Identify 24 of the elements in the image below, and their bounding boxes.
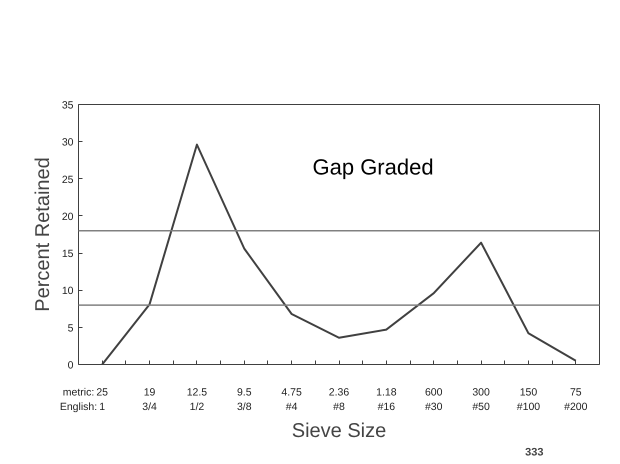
text: metric: English:	[60, 386, 98, 413]
x-tick-label: 4.75 #4	[281, 386, 302, 413]
y-tick-label: 20	[62, 210, 74, 223]
x-tick-label: 75 #200	[564, 386, 588, 413]
y-tick-label: 15	[62, 248, 74, 260]
x-tick-label: 600 #30	[424, 386, 443, 413]
x-axis-title: Sieve Size	[292, 420, 386, 442]
x-tick-label: 2.36 #8	[328, 386, 350, 413]
annotation: Gap Graded	[312, 154, 434, 180]
text: 333	[525, 446, 544, 458]
y-tick-label: 5	[68, 322, 74, 334]
x-tick-label: 1.18 #16	[376, 386, 397, 413]
y-tick-label: 25	[62, 174, 74, 186]
x-tick-label: 25 1	[96, 386, 108, 413]
x-tick-label: 12.5 1/2	[186, 386, 208, 413]
y-tick-label: 35	[62, 100, 74, 112]
x-tick-label: 19 3/4	[142, 386, 158, 413]
x-tick-label: 9.5 3/8	[236, 386, 252, 413]
x-tick-label: 300 #50	[472, 386, 490, 413]
y-tick-label: 30	[62, 136, 74, 149]
x-tick-label: 150 #100	[516, 386, 540, 413]
y-tick-label: 0	[68, 360, 74, 372]
y-axis-title: Percent Retained	[32, 157, 54, 312]
y-tick-label: 10	[62, 285, 74, 298]
